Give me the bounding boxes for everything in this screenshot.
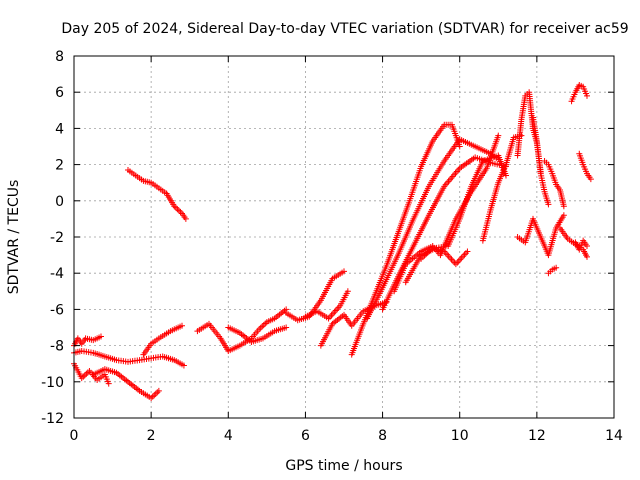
x-tick-label: 6	[301, 428, 310, 444]
data-point	[283, 324, 290, 331]
y-tick-label: -8	[50, 339, 64, 355]
data-point	[560, 212, 567, 219]
data-point	[553, 264, 560, 271]
data-point	[545, 201, 552, 208]
tick-labels: 0 2 4 6 8 10 12 14 -12 -10 -8 -6 -4 -2 0 2 4 6 8	[41, 49, 623, 444]
data-point	[180, 362, 187, 369]
data-point	[495, 132, 502, 139]
y-tick-label: 8	[55, 49, 64, 65]
y-axis-label: SDTVAR / TECUs	[6, 180, 22, 295]
data-point	[341, 268, 347, 275]
x-tick-label: 8	[378, 428, 387, 444]
data-point	[584, 92, 590, 99]
data-point	[105, 380, 112, 387]
x-tick-label: 12	[528, 428, 546, 444]
data-point	[587, 176, 594, 183]
data-point	[584, 243, 590, 250]
chart-title: Day 205 of 2024, Sidereal Day-to-day VTE…	[61, 21, 628, 37]
y-tick-label: 4	[55, 121, 64, 137]
y-tick-label: -2	[50, 230, 64, 246]
y-tick-label: 2	[55, 158, 64, 174]
y-tick-label: -4	[50, 266, 64, 282]
y-tick-label: 0	[55, 194, 64, 210]
x-tick-label: 14	[605, 428, 623, 444]
data-point	[182, 215, 189, 222]
data-points	[71, 81, 594, 402]
y-tick-label: -12	[41, 411, 64, 427]
x-tick-label: 4	[224, 428, 233, 444]
y-tick-label: -10	[41, 375, 64, 391]
data-point	[560, 203, 567, 210]
x-tick-label: 10	[451, 428, 469, 444]
x-axis-label: GPS time / hours	[285, 458, 402, 474]
data-point	[584, 253, 590, 260]
data-point	[344, 288, 351, 295]
data-point	[464, 248, 471, 255]
data-point	[503, 172, 509, 179]
data-point	[98, 333, 104, 340]
x-tick-label: 2	[147, 428, 156, 444]
data-point	[155, 387, 162, 394]
grid-lines	[74, 56, 614, 418]
y-tick-label: -6	[50, 302, 64, 318]
axis-ticks	[73, 55, 615, 419]
x-tick-label: 0	[70, 428, 79, 444]
data-point	[179, 322, 185, 329]
data-point	[456, 143, 463, 150]
y-tick-label: 6	[55, 85, 64, 101]
